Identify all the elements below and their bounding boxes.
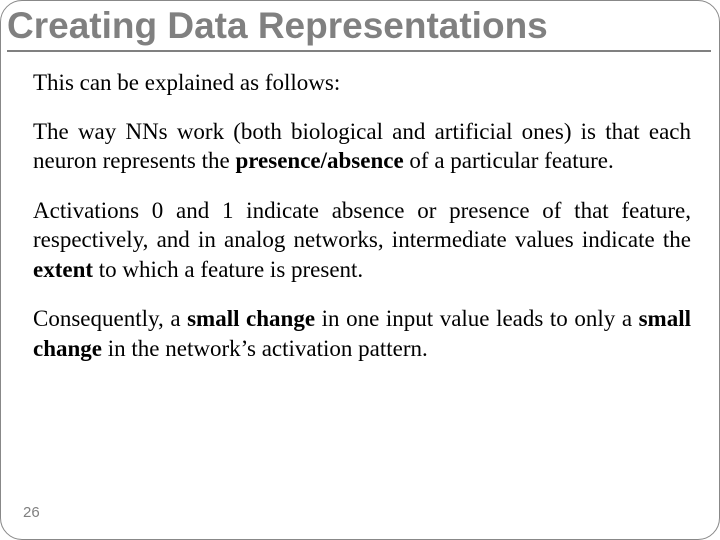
- title-underline: [7, 50, 711, 52]
- p3-text-a: Activations 0 and 1 indicate absence or …: [33, 198, 691, 252]
- p3-text-b: to which a feature is present.: [93, 257, 363, 282]
- p4-bold-1: small change: [187, 306, 315, 331]
- p2-bold: presence/absence: [235, 148, 403, 173]
- paragraph-2: The way NNs work (both biological and ar…: [33, 117, 691, 176]
- p4-text-c: in the network’s activation pattern.: [102, 336, 428, 361]
- p1-text: This can be explained as follows:: [33, 70, 340, 95]
- paragraph-4: Consequently, a small change in one inpu…: [33, 304, 691, 363]
- slide-body: This can be explained as follows: The wa…: [1, 64, 719, 364]
- paragraph-1: This can be explained as follows:: [33, 68, 691, 97]
- p2-text-b: of a particular feature.: [404, 148, 614, 173]
- p4-text-a: Consequently, a: [33, 306, 187, 331]
- slide-frame: Creating Data Representations This can b…: [0, 0, 720, 540]
- slide-title: Creating Data Representations: [7, 5, 709, 48]
- page-number: 26: [23, 504, 40, 521]
- p4-text-b: in one input value leads to only a: [315, 306, 639, 331]
- p3-bold: extent: [33, 257, 93, 282]
- paragraph-3: Activations 0 and 1 indicate absence or …: [33, 196, 691, 284]
